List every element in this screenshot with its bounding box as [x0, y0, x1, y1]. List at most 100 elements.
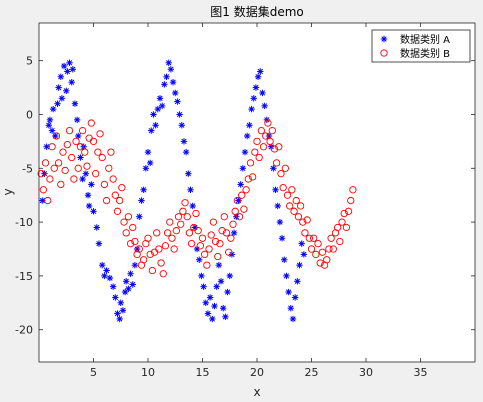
data-point-a [206, 294, 214, 301]
data-point-b [207, 231, 215, 239]
x-axis-label: x [253, 385, 260, 399]
data-point-a [200, 283, 207, 290]
data-point-b [344, 207, 353, 215]
data-point-b [281, 164, 289, 172]
data-point-a [239, 165, 247, 172]
data-point-b [314, 239, 322, 248]
data-point-b [244, 175, 252, 183]
data-point-b [187, 239, 196, 248]
data-point-a [112, 294, 119, 301]
data-point-a [68, 78, 75, 86]
data-point-b [305, 234, 313, 242]
data-point-b [275, 143, 283, 151]
data-point-b [288, 186, 296, 194]
legend-box [371, 29, 471, 63]
data-point-b [290, 207, 298, 215]
data-point-a [63, 87, 70, 94]
data-point-b [272, 159, 281, 167]
data-point-a [294, 278, 301, 285]
data-point-b [83, 162, 91, 170]
data-point-b [111, 191, 119, 199]
data-point-b [347, 196, 355, 205]
data-point-b [181, 199, 189, 207]
data-point-a [131, 261, 139, 269]
data-point-b [338, 218, 346, 226]
data-point-b [46, 175, 54, 183]
data-point-b [87, 119, 95, 127]
data-point-b [68, 153, 76, 162]
x-tick-label: 20 [250, 366, 264, 379]
data-point-a [274, 202, 281, 210]
data-point-b [229, 220, 237, 228]
data-point-a [93, 224, 100, 231]
data-point-a [196, 256, 203, 263]
data-point-a [82, 170, 90, 177]
data-point-a [152, 122, 159, 129]
data-point-a [55, 84, 62, 91]
data-point-b [225, 248, 233, 256]
data-point-b [323, 256, 331, 264]
data-point-b [214, 252, 222, 261]
x-tick-label: 5 [90, 366, 97, 379]
data-point-b [135, 245, 143, 253]
data-point-b [116, 196, 124, 205]
data-point-a [169, 78, 177, 86]
data-point-b [76, 143, 85, 151]
data-point-a [230, 229, 238, 237]
data-point-a [117, 299, 124, 307]
data-point-b [100, 180, 109, 189]
data-point-b [209, 218, 218, 226]
data-point-b [183, 213, 191, 221]
data-point-a [209, 315, 216, 323]
data-point-a [237, 181, 244, 188]
data-point-a [198, 272, 205, 280]
data-point-b [259, 143, 268, 151]
data-point-b [78, 126, 87, 135]
data-point-b [57, 180, 65, 189]
y-tick-label: -15 [15, 270, 33, 283]
data-point-a [289, 315, 297, 323]
y-tick-label: 5 [26, 55, 33, 68]
data-point-a [291, 294, 299, 301]
data-point-a [136, 213, 143, 220]
data-point-a [148, 127, 155, 134]
data-point-a [285, 288, 292, 296]
data-point-a [85, 202, 93, 210]
data-point-b [248, 173, 257, 181]
x-tick-label: 15 [196, 366, 210, 379]
data-point-a [163, 73, 170, 81]
data-point-b [41, 159, 50, 167]
data-point-b [220, 213, 228, 221]
data-point-a [127, 270, 134, 277]
data-point-a [140, 186, 147, 194]
data-point-a [109, 283, 117, 290]
data-point-a [123, 278, 130, 285]
data-point-b [120, 218, 128, 226]
data-point-a [241, 148, 249, 156]
data-point-b [48, 143, 56, 151]
data-point-b [292, 196, 300, 205]
data-point-b [283, 191, 292, 199]
data-point-b [107, 148, 115, 156]
data-point-b [294, 213, 303, 221]
series-a [39, 59, 308, 323]
data-point-b [235, 213, 244, 221]
legend-marker-asterisk-icon [380, 35, 388, 43]
data-point-b [59, 148, 67, 156]
data-point-a [58, 95, 66, 102]
data-point-b [240, 205, 248, 213]
x-tick-label: 30 [359, 366, 373, 379]
x-tick-label: 35 [414, 366, 428, 379]
data-point-a [103, 267, 110, 274]
data-point-a [57, 73, 64, 81]
data-point-b [242, 186, 250, 194]
data-point-a [174, 98, 181, 105]
data-point-b [61, 166, 69, 175]
data-point-a [88, 181, 95, 188]
series-b [37, 119, 357, 278]
data-point-a [281, 256, 288, 263]
data-point-b [312, 250, 320, 259]
data-point-a [220, 304, 227, 312]
data-point-b [155, 245, 163, 253]
